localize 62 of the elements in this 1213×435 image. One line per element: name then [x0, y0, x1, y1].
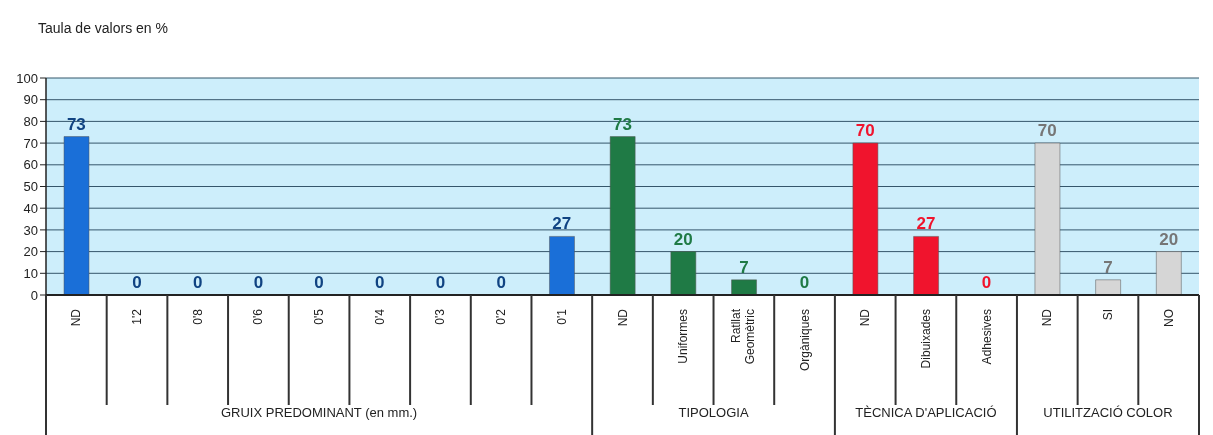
data-label: 0 — [314, 273, 324, 292]
data-label: 0 — [981, 273, 992, 292]
x-tick-label: ND — [858, 308, 873, 327]
y-tick-label: 20 — [23, 244, 38, 260]
y-tick-label: 90 — [23, 92, 38, 108]
x-tick-label: 0'8 — [190, 308, 205, 325]
data-label: 0 — [799, 273, 810, 292]
x-tick-label: NO — [1161, 309, 1176, 327]
x-tick-label: ND — [1040, 308, 1055, 327]
x-tick-label: ND — [615, 308, 630, 327]
data-label: 70 — [1037, 121, 1057, 141]
bar — [1156, 251, 1182, 295]
x-tick-label: 0'2 — [494, 308, 509, 325]
data-label: 0 — [375, 273, 385, 292]
data-label: 0 — [132, 273, 142, 292]
x-tick-label: Dibuixades — [918, 309, 933, 369]
text: TÈCNICA D'APLICACIÓ — [855, 405, 997, 420]
data-label: 7 — [739, 257, 749, 277]
x-tick-label: 0'1 — [554, 308, 569, 325]
data-label: 70 — [855, 121, 875, 141]
bar — [549, 236, 575, 295]
bar — [609, 136, 636, 295]
y-tick-label: 100 — [16, 70, 38, 86]
data-label: 0 — [496, 273, 506, 292]
x-tick-label: Adhesives — [979, 309, 994, 365]
text: TIPOLOGIA — [678, 405, 749, 420]
data-label: 0 — [253, 273, 264, 292]
data-label: 27 — [916, 214, 936, 234]
bar — [1034, 142, 1061, 295]
x-tick-label: 0'4 — [372, 308, 387, 325]
bar — [670, 251, 697, 295]
bar — [731, 279, 757, 295]
y-tick-label: 80 — [23, 114, 38, 130]
y-tick-label: 0 — [30, 287, 38, 303]
bar — [63, 136, 90, 295]
data-label: 7 — [1103, 257, 1113, 277]
x-tick-label: 0'3 — [433, 308, 448, 325]
data-label: 0 — [435, 273, 446, 292]
data-label: 27 — [552, 214, 572, 234]
x-tick-label: 0'6 — [251, 308, 266, 325]
bar — [913, 236, 939, 295]
x-tick-label: ND — [69, 308, 84, 327]
x-tick-label: 0'5 — [312, 308, 327, 325]
y-tick-label: 60 — [23, 157, 38, 173]
y-tick-label: 50 — [23, 179, 38, 195]
y-tick-label: 40 — [23, 200, 38, 216]
data-label: 20 — [1159, 229, 1179, 249]
text: UTILITZACIÓ COLOR — [1043, 405, 1173, 420]
x-tick-label: Ratllat Geomètric — [728, 308, 757, 365]
x-tick-label: Orgàniques — [797, 309, 812, 372]
x-tick-label: Uniformes — [676, 309, 691, 364]
bar — [852, 142, 879, 295]
bar — [1095, 279, 1121, 295]
chart-title: Taula de valors en % — [38, 20, 168, 36]
y-tick-label: 70 — [23, 135, 38, 151]
data-label: 20 — [673, 229, 693, 249]
data-label: 0 — [192, 273, 203, 292]
x-tick-label: SI — [1100, 309, 1115, 321]
y-tick-label: 30 — [23, 222, 38, 238]
x-tick-label: 1'2 — [130, 308, 145, 325]
text: GRUIX PREDOMINANT (en mm.) — [220, 405, 418, 420]
y-tick-label: 10 — [23, 265, 38, 281]
